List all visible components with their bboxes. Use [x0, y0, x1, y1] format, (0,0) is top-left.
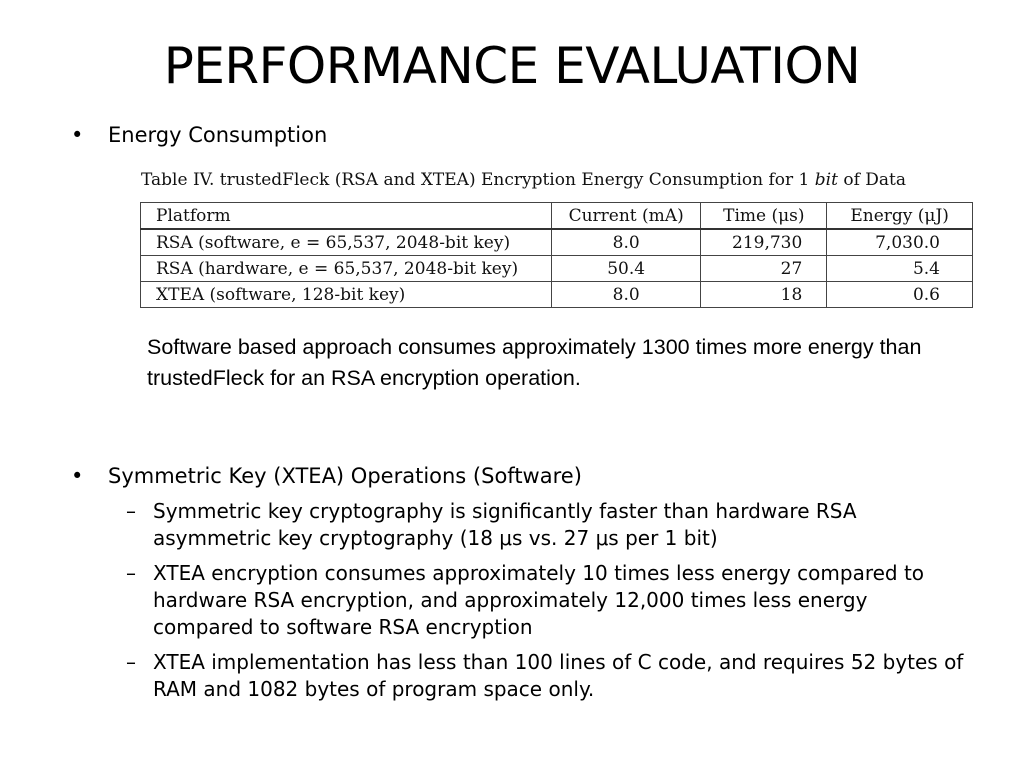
table-caption-italic: bit [814, 170, 838, 190]
header-time: Time (μs) [700, 202, 828, 230]
energy-table-figure: Table IV. trustedFleck (RSA and XTEA) En… [140, 168, 974, 308]
sub-bullet-text: XTEA implementation has less than 100 li… [153, 650, 964, 701]
cell-time: 219,730 [700, 228, 828, 256]
header-energy: Energy (μJ) [826, 202, 973, 230]
table-header-row: Platform Current (mA) Time (μs) Energy (… [140, 202, 973, 230]
table-caption: Table IV. trustedFleck (RSA and XTEA) En… [141, 168, 974, 192]
table-row: XTEA (software, 128-bit key) 8.0 18 0.6 [140, 281, 973, 308]
cell-time: 27 [700, 255, 828, 282]
cell-energy: 5.4 [826, 255, 973, 282]
sub-bullet-marker: – [126, 650, 136, 674]
bullet-marker: • [71, 123, 84, 147]
cell-platform: RSA (software, e = 65,537, 2048-bit key) [140, 228, 552, 256]
bullet-text: Energy Consumption [108, 123, 328, 147]
sub-bullet-implementation: – XTEA implementation has less than 100 … [126, 649, 973, 703]
table-caption-prefix: Table IV. trustedFleck (RSA and XTEA) En… [141, 170, 815, 190]
bullet-energy-consumption: • Energy Consumption [71, 121, 328, 149]
table-row: RSA (software, e = 65,537, 2048-bit key)… [140, 228, 973, 256]
energy-note: Software based approach consumes approxi… [147, 335, 922, 390]
cell-current: 8.0 [550, 281, 702, 308]
header-current: Current (mA) [550, 202, 702, 230]
cell-time: 18 [700, 281, 828, 308]
cell-energy: 0.6 [826, 281, 973, 308]
header-platform: Platform [140, 202, 552, 230]
cell-platform: XTEA (software, 128-bit key) [140, 281, 552, 308]
bullet-symmetric-key: • Symmetric Key (XTEA) Operations (Softw… [71, 462, 582, 490]
slide-title: PERFORMANCE EVALUATION [163, 37, 861, 95]
cell-current: 8.0 [550, 228, 702, 256]
sub-bullet-speed: – Symmetric key cryptography is signific… [126, 498, 973, 552]
table-caption-suffix: of Data [837, 170, 907, 190]
sub-bullet-energy: – XTEA encryption consumes approximately… [126, 560, 973, 641]
cell-platform: RSA (hardware, e = 65,537, 2048-bit key) [140, 255, 552, 282]
bullet-marker: • [71, 464, 84, 488]
sub-bullet-marker: – [126, 499, 136, 523]
bullet-text: Symmetric Key (XTEA) Operations (Softwar… [108, 464, 582, 488]
table-row: RSA (hardware, e = 65,537, 2048-bit key)… [140, 255, 973, 282]
sub-bullet-text: Symmetric key cryptography is significan… [153, 499, 857, 550]
energy-table: Platform Current (mA) Time (μs) Energy (… [140, 202, 973, 308]
sub-bullet-text: XTEA encryption consumes approximately 1… [153, 561, 925, 639]
sub-bullet-marker: – [126, 561, 136, 585]
cell-current: 50.4 [550, 255, 702, 282]
cell-energy: 7,030.0 [826, 228, 973, 256]
